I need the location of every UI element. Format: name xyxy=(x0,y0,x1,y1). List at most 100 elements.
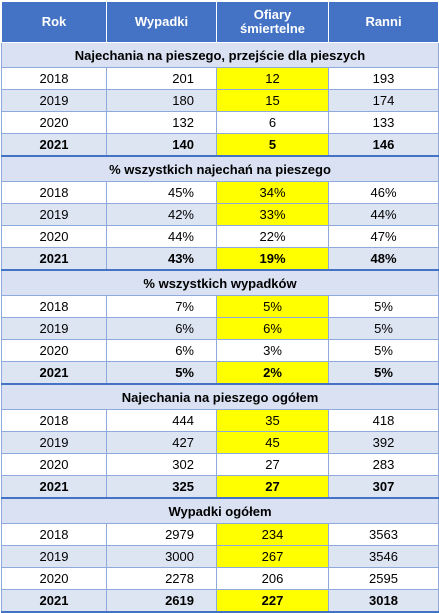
cell-rok: 2019 xyxy=(1,89,107,112)
table-row: 2018 45% 34% 46% xyxy=(1,181,439,204)
table-row: 2019 427 45 392 xyxy=(1,431,439,454)
cell-wypadki: 201 xyxy=(106,67,217,90)
cell-wypadki: 3000 xyxy=(106,545,217,568)
cell-ofiary: 12 xyxy=(216,67,329,90)
cell-rok: 2021 xyxy=(1,247,107,271)
cell-ofiary: 5% xyxy=(216,295,329,318)
table-row: 2021 325 27 307 xyxy=(1,475,439,499)
table-row: 2019 3000 267 3546 xyxy=(1,545,439,568)
cell-ranni: 283 xyxy=(328,453,439,476)
cell-wypadki: 7% xyxy=(106,295,217,318)
cell-wypadki: 44% xyxy=(106,225,217,248)
table-row: 2018 444 35 418 xyxy=(1,409,439,432)
cell-ranni: 3563 xyxy=(328,523,439,546)
header-wypadki: Wypadki xyxy=(106,1,217,43)
table-row: 2020 44% 22% 47% xyxy=(1,225,439,248)
cell-rok: 2021 xyxy=(1,133,107,157)
table-row: 2018 201 12 193 xyxy=(1,67,439,90)
cell-wypadki: 325 xyxy=(106,475,217,499)
cell-rok: 2019 xyxy=(1,431,107,454)
table-row: 2021 2619 227 3018 xyxy=(1,589,439,613)
cell-wypadki: 5% xyxy=(106,361,217,385)
section-header-row: Najechania na pieszego, przejście dla pi… xyxy=(1,42,439,68)
header-ofiary-line1: Ofiary xyxy=(253,7,292,22)
cell-wypadki: 444 xyxy=(106,409,217,432)
section-header-row: % wszystkich wypadków xyxy=(1,269,439,296)
cell-ranni: 44% xyxy=(328,203,439,226)
cell-ranni: 46% xyxy=(328,181,439,204)
cell-wypadki: 180 xyxy=(106,89,217,112)
table-row: 2021 140 5 146 xyxy=(1,133,439,157)
cell-ofiary: 5 xyxy=(216,133,329,157)
cell-ranni: 3018 xyxy=(328,589,439,613)
cell-wypadki: 2619 xyxy=(106,589,217,613)
cell-wypadki: 302 xyxy=(106,453,217,476)
section-title: % wszystkich wypadków xyxy=(1,269,439,296)
cell-rok: 2019 xyxy=(1,203,107,226)
cell-ofiary: 27 xyxy=(216,475,329,499)
cell-ranni: 5% xyxy=(328,295,439,318)
cell-rok: 2020 xyxy=(1,111,107,134)
header-row: Rok Wypadki Ofiary śmiertelne Ranni xyxy=(1,1,439,43)
cell-wypadki: 45% xyxy=(106,181,217,204)
cell-ofiary: 35 xyxy=(216,409,329,432)
header-ofiary: Ofiary śmiertelne xyxy=(216,1,329,43)
cell-wypadki: 427 xyxy=(106,431,217,454)
cell-rok: 2020 xyxy=(1,339,107,362)
table-row: 2019 42% 33% 44% xyxy=(1,203,439,226)
cell-ranni: 47% xyxy=(328,225,439,248)
cell-ofiary: 45 xyxy=(216,431,329,454)
cell-wypadki: 2278 xyxy=(106,567,217,590)
cell-wypadki: 6% xyxy=(106,339,217,362)
cell-ofiary: 19% xyxy=(216,247,329,271)
cell-ranni: 48% xyxy=(328,247,439,271)
table-row: 2019 6% 6% 5% xyxy=(1,317,439,340)
table-row: 2020 2278 206 2595 xyxy=(1,567,439,590)
section-title: % wszystkich najechań na pieszego xyxy=(1,155,439,182)
cell-ranni: 193 xyxy=(328,67,439,90)
table-row: 2018 2979 234 3563 xyxy=(1,523,439,546)
cell-ofiary: 15 xyxy=(216,89,329,112)
cell-ofiary: 3% xyxy=(216,339,329,362)
cell-ofiary: 33% xyxy=(216,203,329,226)
header-ranni: Ranni xyxy=(328,1,439,43)
cell-ofiary: 2% xyxy=(216,361,329,385)
cell-ranni: 5% xyxy=(328,317,439,340)
table-body: Najechania na pieszego, przejście dla pi… xyxy=(1,42,439,613)
cell-ranni: 392 xyxy=(328,431,439,454)
cell-rok: 2018 xyxy=(1,67,107,90)
cell-ranni: 3546 xyxy=(328,545,439,568)
cell-ofiary: 34% xyxy=(216,181,329,204)
cell-ranni: 133 xyxy=(328,111,439,134)
cell-rok: 2021 xyxy=(1,589,107,613)
cell-rok: 2018 xyxy=(1,181,107,204)
cell-rok: 2020 xyxy=(1,225,107,248)
cell-ofiary: 22% xyxy=(216,225,329,248)
cell-wypadki: 140 xyxy=(106,133,217,157)
cell-ranni: 174 xyxy=(328,89,439,112)
section-header-row: % wszystkich najechań na pieszego xyxy=(1,155,439,182)
cell-ranni: 418 xyxy=(328,409,439,432)
cell-ranni: 5% xyxy=(328,339,439,362)
cell-ofiary: 6% xyxy=(216,317,329,340)
cell-rok: 2020 xyxy=(1,567,107,590)
section-title: Najechania na pieszego, przejście dla pi… xyxy=(1,42,439,68)
cell-ofiary: 6 xyxy=(216,111,329,134)
cell-ofiary: 267 xyxy=(216,545,329,568)
cell-ofiary: 234 xyxy=(216,523,329,546)
cell-ofiary: 27 xyxy=(216,453,329,476)
cell-ranni: 5% xyxy=(328,361,439,385)
cell-rok: 2018 xyxy=(1,295,107,318)
cell-wypadki: 132 xyxy=(106,111,217,134)
cell-ofiary: 206 xyxy=(216,567,329,590)
section-title: Najechania na pieszego ogółem xyxy=(1,383,439,410)
cell-ranni: 2595 xyxy=(328,567,439,590)
section-title: Wypadki ogółem xyxy=(1,497,439,524)
table-row: 2021 43% 19% 48% xyxy=(1,247,439,271)
table-row: 2019 180 15 174 xyxy=(1,89,439,112)
cell-rok: 2021 xyxy=(1,361,107,385)
cell-wypadki: 42% xyxy=(106,203,217,226)
cell-ofiary: 227 xyxy=(216,589,329,613)
table-row: 2018 7% 5% 5% xyxy=(1,295,439,318)
